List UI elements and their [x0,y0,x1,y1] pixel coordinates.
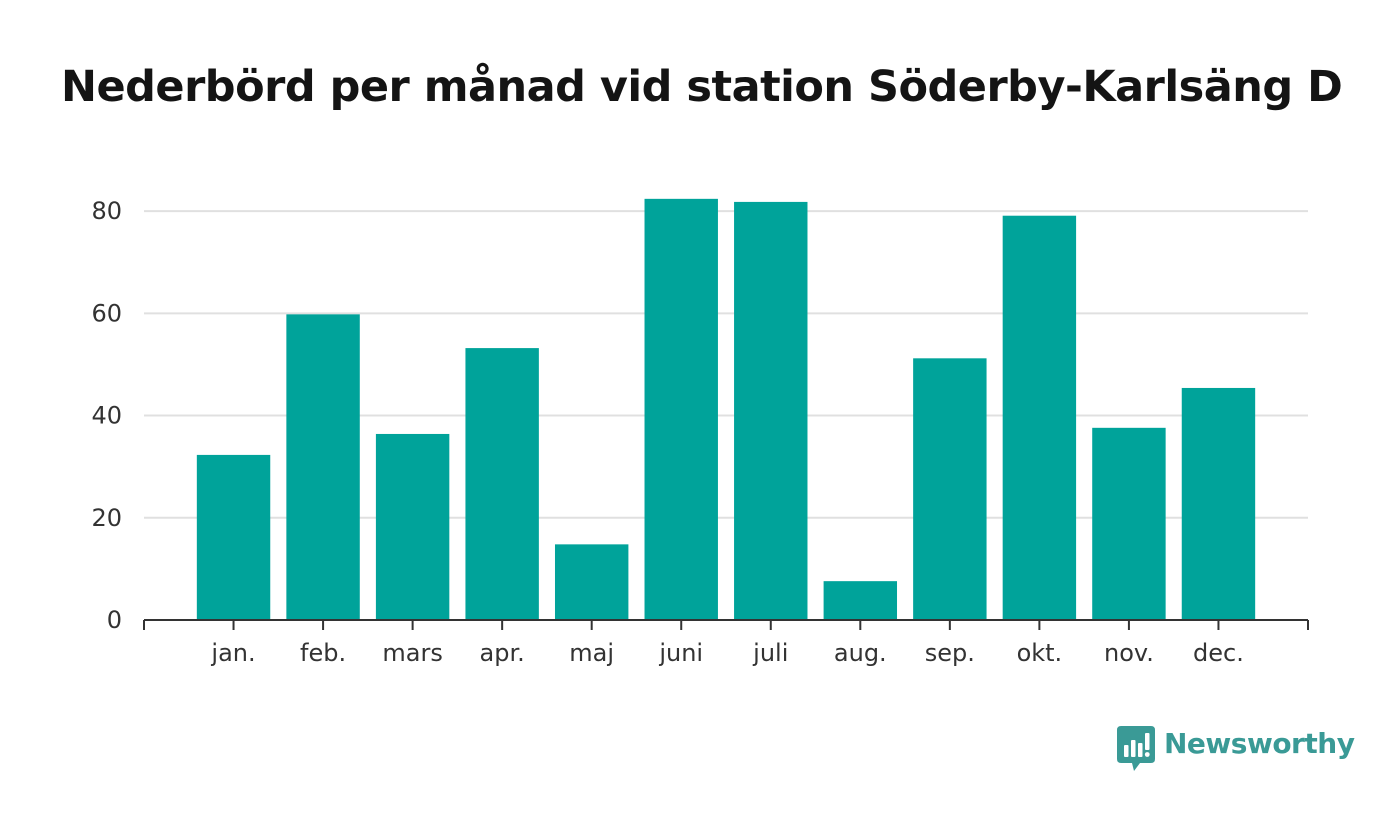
x-tick-label: maj [569,639,614,667]
y-tick-label: 80 [91,197,122,225]
bar-juni [644,198,718,620]
y-tick-label: 20 [91,504,122,532]
x-tick-label: apr. [480,639,525,667]
bar-dec [1181,387,1256,620]
bar-sep [913,358,987,620]
bar-maj [554,544,629,620]
bar-nov [1092,427,1166,620]
bar-apr [465,348,539,620]
x-tick-label: juli [752,639,788,667]
brand-name: Newsworthy [1164,727,1355,760]
y-tick-label: 40 [91,402,122,430]
bar-mars [375,433,450,620]
x-tick-label: aug. [834,639,887,667]
chart-title: Nederbörd per månad vid station Söderby-… [61,62,1343,112]
y-tick-label: 0 [107,606,122,634]
bar-feb [286,314,360,620]
bar-jan [196,454,271,620]
bar-aug [823,581,898,620]
x-tick-label: nov. [1104,639,1154,667]
x-axis-tick-labels: jan. feb. mars apr. maj juni juli aug. sep. okt. n… [210,639,1243,667]
x-tick-label: okt. [1017,639,1063,667]
bars [196,198,1256,620]
x-tick-label: sep. [925,639,975,667]
y-axis-tick-labels: 0 20 40 60 80 [91,197,122,634]
x-tick-label: jan. [210,639,255,667]
x-axis [143,619,1309,630]
brand-logo: Newsworthy [1117,726,1355,772]
y-tick-label: 60 [91,299,122,327]
x-tick-label: juni [658,639,703,667]
bar-juli [734,201,808,620]
x-tick-label: mars [382,639,442,667]
bar-okt [1002,215,1077,620]
x-tick-label: dec. [1193,639,1244,667]
newsworthy-logo-icon [1117,726,1155,771]
x-tick-label: feb. [300,639,346,667]
